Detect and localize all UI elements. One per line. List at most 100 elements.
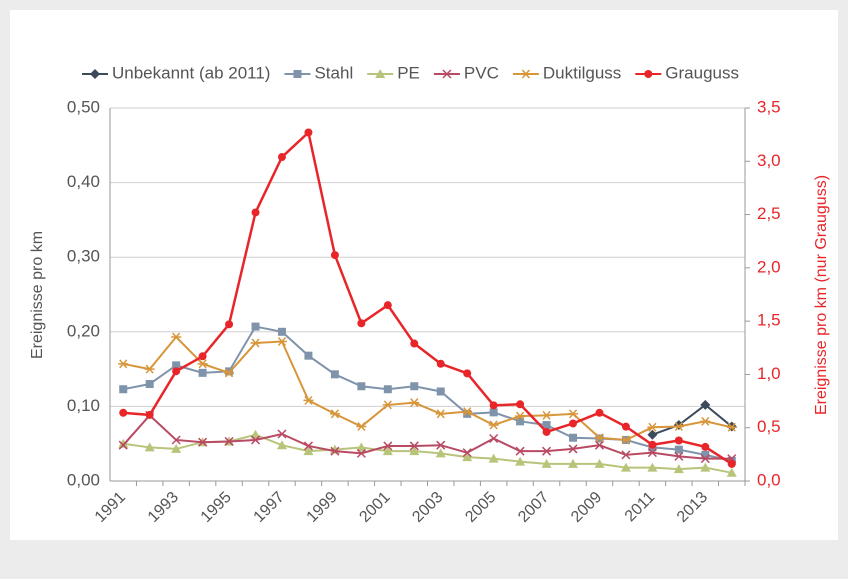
marker [171, 332, 182, 342]
marker [410, 382, 419, 391]
marker [225, 320, 234, 329]
marker [542, 446, 552, 456]
marker [198, 437, 208, 447]
marker [409, 441, 419, 451]
y-tick-label: 0,10 [67, 396, 100, 415]
marker [620, 435, 631, 445]
marker [304, 128, 313, 137]
marker [541, 458, 552, 468]
y-tick-label: 0,00 [67, 470, 100, 489]
marker [520, 69, 531, 79]
marker [701, 442, 710, 451]
marker [330, 446, 340, 456]
marker [383, 301, 392, 310]
marker [647, 422, 658, 432]
marker [435, 448, 446, 458]
marker [383, 441, 393, 451]
y2-tick-label: 0,5 [757, 417, 781, 436]
series-line [122, 413, 732, 460]
marker [409, 446, 420, 456]
marker [727, 459, 736, 468]
y2-tick-label: 3,5 [757, 97, 781, 116]
marker [277, 327, 286, 336]
marker [621, 422, 630, 431]
marker [224, 436, 234, 446]
marker [172, 367, 181, 376]
marker [119, 385, 128, 394]
marker [197, 359, 208, 369]
marker [277, 153, 286, 162]
marker [541, 410, 552, 420]
legend-label: PE [397, 63, 420, 82]
marker [515, 446, 525, 456]
marker [329, 409, 340, 419]
legend-item: Stahl [284, 63, 353, 82]
marker [410, 339, 419, 348]
marker [700, 416, 711, 426]
marker [542, 421, 551, 430]
marker [198, 368, 207, 377]
y2-tick-label: 0,0 [757, 470, 781, 489]
legend-item: PE [367, 63, 420, 82]
marker [648, 440, 657, 449]
y2-tick-label: 3,0 [757, 151, 781, 170]
legend-label: Unbekannt (ab 2011) [112, 63, 270, 82]
marker [568, 458, 579, 468]
marker [620, 462, 631, 472]
marker [594, 458, 605, 468]
marker [674, 451, 684, 461]
marker [644, 70, 653, 78]
y2-tick-label: 2,5 [757, 204, 781, 223]
marker [304, 351, 313, 360]
panel [10, 10, 838, 540]
y2-axis-title: Ereignisse pro km (nur Grauguss) [813, 175, 830, 415]
marker [726, 422, 737, 432]
marker [144, 442, 155, 452]
y2-tick-label: 2,0 [757, 257, 781, 276]
marker [542, 427, 551, 436]
marker [276, 337, 287, 346]
legend-item: Grauguss [635, 63, 739, 82]
marker [118, 440, 128, 450]
marker [569, 433, 578, 442]
marker [357, 319, 366, 328]
marker [700, 454, 710, 464]
y-tick-label: 0,40 [67, 172, 100, 191]
marker [673, 464, 684, 474]
marker [90, 69, 100, 79]
marker [647, 448, 657, 458]
marker [489, 408, 498, 417]
marker [382, 400, 393, 410]
series-line [123, 335, 732, 441]
legend-label: Duktilguss [543, 63, 621, 82]
marker [145, 380, 154, 389]
marker [489, 401, 498, 410]
marker [118, 359, 129, 369]
marker [303, 395, 314, 405]
marker [647, 462, 658, 472]
marker [515, 456, 526, 466]
y-tick-label: 0,30 [67, 247, 100, 266]
marker [251, 322, 260, 331]
marker [277, 429, 287, 439]
marker [119, 408, 128, 417]
marker [462, 452, 473, 462]
series-line [652, 403, 733, 436]
marker [463, 409, 472, 418]
marker [330, 251, 339, 260]
marker [647, 429, 658, 440]
marker [330, 370, 339, 379]
marker [595, 408, 604, 417]
series-line [123, 130, 733, 465]
marker [700, 399, 711, 410]
marker [674, 445, 683, 454]
legend-label: Stahl [314, 63, 353, 82]
marker [118, 438, 129, 448]
marker [726, 467, 737, 477]
marker [436, 440, 446, 450]
marker [357, 382, 366, 391]
marker [568, 409, 579, 419]
marker [303, 441, 313, 451]
marker [251, 208, 260, 217]
marker [516, 400, 525, 409]
